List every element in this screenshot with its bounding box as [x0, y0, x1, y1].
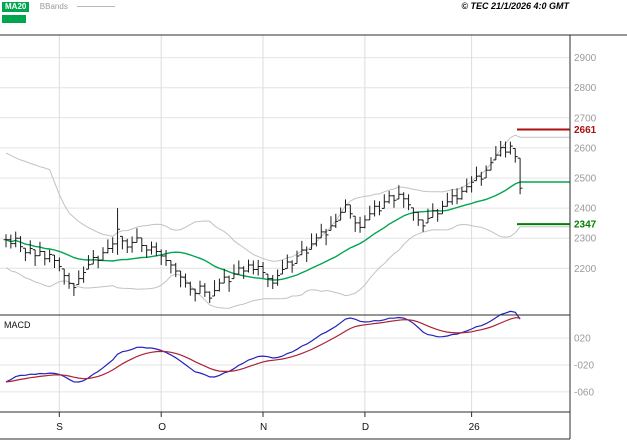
macd-gridlines — [0, 337, 570, 393]
bband-upper-line — [5, 134, 570, 262]
price-bars — [3, 141, 523, 303]
svg-text:2300: 2300 — [574, 234, 597, 245]
ma20-legend-chip: MA20 — [2, 1, 30, 12]
price-gridlines — [0, 57, 570, 269]
svg-text:2600: 2600 — [574, 143, 597, 154]
svg-text:2400: 2400 — [574, 204, 597, 215]
svg-text:020: 020 — [574, 334, 591, 345]
legend-row-indicators: MA20 BBands — [2, 1, 116, 12]
svg-text:2200: 2200 — [574, 264, 597, 275]
macd-label: MACD — [4, 320, 31, 330]
macd-axis-labels: 020 -020 -060 — [574, 334, 594, 399]
level-label: 2347 — [574, 220, 597, 231]
month-label: O — [158, 422, 166, 433]
price-axis-labels: 2200 2300 2400 2500 2600 2700 2800 2900 — [574, 53, 597, 275]
svg-text:2700: 2700 — [574, 113, 597, 124]
bbands-legend-label: BBands — [39, 2, 68, 12]
level-lines: 2661 2347 — [517, 125, 597, 231]
macd-line — [5, 310, 521, 383]
bbands-legend-dash — [77, 6, 116, 8]
svg-text:2900: 2900 — [574, 53, 597, 64]
level-label: 2661 — [574, 125, 597, 136]
svg-text:2800: 2800 — [574, 83, 597, 94]
month-label: D — [362, 422, 369, 433]
svg-text:-020: -020 — [574, 361, 594, 372]
chart-legend: MA20 BBands — [2, 1, 116, 24]
ma20-line — [5, 181, 570, 281]
svg-text:-060: -060 — [574, 387, 594, 398]
macd-signal-line — [5, 317, 521, 383]
month-axis: S O N D 26 — [56, 412, 480, 433]
month-label: 26 — [469, 422, 481, 433]
month-label: N — [260, 422, 267, 433]
copyright-text: © TEC 21/1/2026 4:0 GMT — [461, 1, 569, 11]
month-label: S — [56, 422, 63, 433]
bband-lower-line — [5, 223, 570, 309]
month-gridlines — [58, 35, 473, 412]
price-legend-chip — [2, 15, 26, 24]
svg-text:2500: 2500 — [574, 174, 597, 185]
frame-lines — [0, 34, 627, 440]
